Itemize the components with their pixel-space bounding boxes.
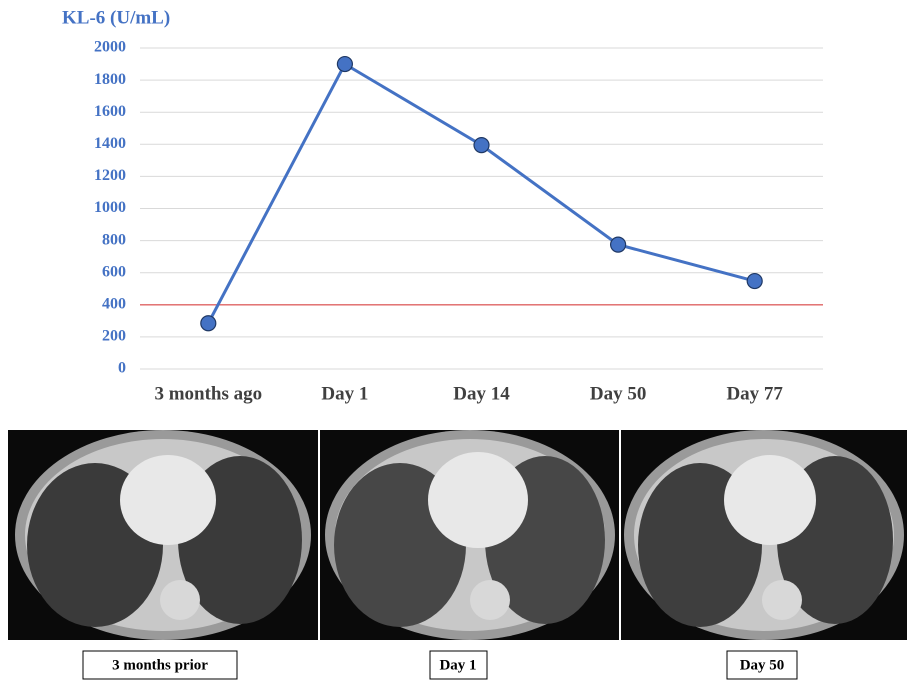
x-tick-label: Day 1 — [321, 383, 368, 404]
ct-panels — [8, 430, 907, 640]
captions: 3 months prior Day 1 Day 50 — [83, 651, 797, 679]
line — [208, 64, 754, 323]
x-tick-label: Day 50 — [590, 383, 646, 404]
y-tick-label: 2000 — [94, 39, 126, 56]
ct-image — [621, 430, 907, 640]
marker — [201, 316, 216, 331]
page: KL-6 (U/mL) — [0, 0, 907, 680]
ct-image — [320, 430, 619, 640]
x-tick-label: 3 months ago — [154, 383, 262, 404]
x-tick-label: Day 14 — [453, 383, 510, 404]
marker — [611, 237, 626, 252]
figure: KL-6 (U/mL) — [0, 0, 907, 680]
chart-title: KL-6 (U/mL) — [62, 7, 170, 28]
y-tick-label: 1400 — [94, 135, 126, 152]
y-tick-label: 400 — [102, 295, 126, 312]
y-tick-label: 600 — [102, 263, 126, 280]
x-tick-label: Day 77 — [726, 383, 783, 404]
ct-image — [8, 430, 318, 640]
y-tick-label: 200 — [102, 328, 126, 345]
marker — [474, 138, 489, 153]
y-tick-label: 1000 — [94, 199, 126, 216]
marker — [747, 274, 762, 289]
y-tick-label: 1800 — [94, 71, 126, 88]
y-tick-label: 1200 — [94, 167, 126, 184]
y-tick-label: 800 — [102, 231, 126, 248]
y-tick-label: 1600 — [94, 103, 126, 120]
caption: 3 months prior — [112, 657, 208, 673]
y-tick-label: 0 — [118, 360, 126, 377]
caption: Day 1 — [439, 657, 476, 673]
marker — [337, 57, 352, 72]
caption: Day 50 — [740, 657, 785, 673]
